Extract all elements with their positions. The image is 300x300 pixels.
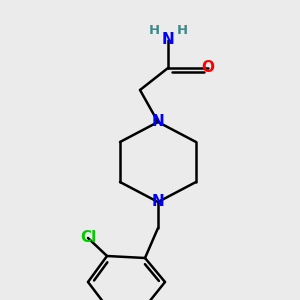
Text: N: N [162,32,174,47]
Text: H: H [148,23,160,37]
Text: N: N [152,194,164,209]
Text: H: H [176,23,188,37]
Text: O: O [202,61,214,76]
Text: N: N [152,115,164,130]
Text: Cl: Cl [80,230,96,245]
